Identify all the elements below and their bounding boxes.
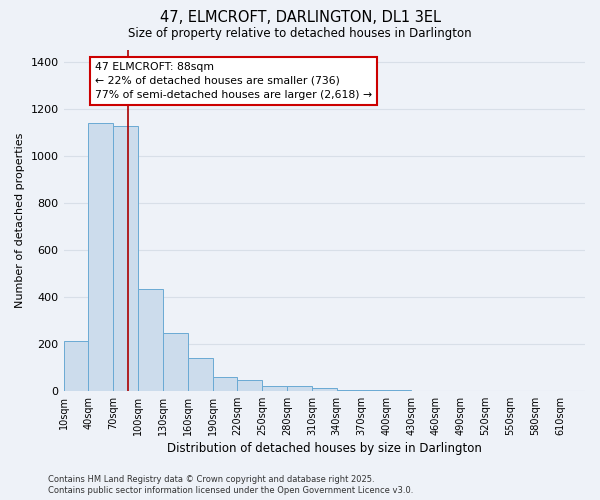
Bar — [64, 342, 88, 391]
Bar — [337, 390, 362, 391]
Text: 47 ELMCROFT: 88sqm
← 22% of detached houses are smaller (736)
77% of semi-detach: 47 ELMCROFT: 88sqm ← 22% of detached hou… — [95, 62, 372, 100]
Text: Contains HM Land Registry data © Crown copyright and database right 2025.: Contains HM Land Registry data © Crown c… — [48, 475, 374, 484]
Bar — [188, 358, 212, 391]
Bar — [88, 123, 113, 391]
Bar — [212, 376, 238, 391]
Bar — [113, 126, 138, 391]
Bar — [287, 386, 312, 391]
Y-axis label: Number of detached properties: Number of detached properties — [15, 132, 25, 308]
Bar — [163, 333, 188, 391]
Bar — [262, 386, 287, 391]
Bar — [362, 390, 386, 391]
Text: Contains public sector information licensed under the Open Government Licence v3: Contains public sector information licen… — [48, 486, 413, 495]
Text: 47, ELMCROFT, DARLINGTON, DL1 3EL: 47, ELMCROFT, DARLINGTON, DL1 3EL — [160, 10, 440, 25]
Bar — [238, 380, 262, 391]
Bar — [138, 288, 163, 391]
X-axis label: Distribution of detached houses by size in Darlington: Distribution of detached houses by size … — [167, 442, 482, 455]
Bar — [312, 388, 337, 391]
Text: Size of property relative to detached houses in Darlington: Size of property relative to detached ho… — [128, 28, 472, 40]
